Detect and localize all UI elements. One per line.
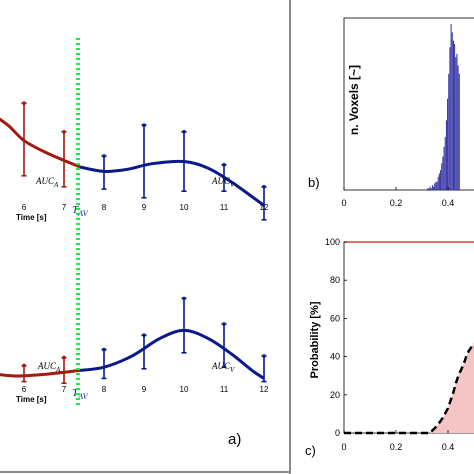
panel-c-probability-chart: 0 20 40 60 80 100 0 0.2 0.4 <box>325 237 474 452</box>
y-tick-label: 40 <box>330 352 340 362</box>
histogram-bar <box>440 170 442 190</box>
x-tick-label: 7 <box>62 203 67 212</box>
auc-label: AUCV <box>211 176 235 189</box>
histogram-bar <box>427 188 429 190</box>
data-point <box>182 130 186 134</box>
data-point <box>182 296 186 301</box>
histogram-bar <box>448 73 450 190</box>
x-tick-label: 10 <box>180 203 189 212</box>
x-tick-label: 8 <box>102 385 107 394</box>
tav-label: TAV <box>72 387 89 401</box>
histogram-bar <box>433 186 435 190</box>
data-point <box>142 123 146 127</box>
auc-label: AUCV <box>211 361 235 374</box>
panel-b-label: b) <box>308 175 320 190</box>
x-tick-label: 7 <box>62 385 67 394</box>
y-tick-label: 60 <box>330 313 340 323</box>
x-tick-label: 8 <box>102 203 107 212</box>
auc-label: AUCA <box>35 176 59 189</box>
data-point <box>22 363 26 368</box>
y-tick-label: 80 <box>330 275 340 285</box>
histogram-bar <box>449 47 451 190</box>
data-point <box>62 130 66 134</box>
x-tick-label: 6 <box>22 203 27 212</box>
x-tick-label: 0 <box>341 442 346 452</box>
histogram-bar <box>452 40 454 190</box>
x-tick-label: 0 <box>341 198 346 208</box>
panel-c-label: c) <box>305 443 316 458</box>
data-point <box>222 163 226 167</box>
series-line-auc_v <box>79 159 265 207</box>
auc-label: AUCA <box>37 361 61 374</box>
x-tick-label: 10 <box>180 385 189 394</box>
series-line-auc_v <box>79 328 265 380</box>
x-tick-label: 0.2 <box>390 198 403 208</box>
x-tick-label: 0.4 <box>442 198 455 208</box>
x-axis-label: Time [s] <box>16 213 47 222</box>
x-tick-label: 12 <box>260 203 269 212</box>
x-tick-label: 12 <box>260 385 269 394</box>
x-tick-label: 6 <box>22 385 27 394</box>
x-axis-label: Time [s] <box>16 395 47 404</box>
x-tick-label: 9 <box>142 385 147 394</box>
x-tick-label: 11 <box>220 203 229 212</box>
panel-c: 0 20 40 60 80 100 0 0.2 0.4 Probability [%] c) <box>305 237 474 458</box>
tav-label: TAV <box>72 204 89 218</box>
y-tick-label: 0 <box>335 428 340 438</box>
histogram-bar <box>443 146 445 190</box>
histogram-bar <box>444 136 446 190</box>
histogram-bar <box>454 43 456 190</box>
histogram-bar <box>429 186 431 190</box>
data-point <box>62 355 66 360</box>
histogram-bar <box>436 181 438 190</box>
data-point <box>102 154 106 158</box>
data-point <box>22 101 26 105</box>
histogram-bar <box>457 65 459 190</box>
histogram-bar <box>430 188 432 190</box>
histogram-bar <box>445 120 447 190</box>
histogram-bar <box>456 53 458 190</box>
histogram-bar <box>458 73 460 190</box>
panel-a-top-chart: 6 7 8 9 10 11 12 Time [s] AUCA AUCV TAV TAV <box>0 101 269 401</box>
x-tick-label: 11 <box>220 385 229 394</box>
histogram-bar <box>437 176 439 190</box>
panel-a-label: a) <box>228 431 241 448</box>
histogram-bar <box>442 156 444 190</box>
series-line-auc_a <box>0 117 81 169</box>
panel-c-ylabel: Probability [%] <box>309 301 321 378</box>
panel-a-bottom-chart: 6 7 8 9 10 11 12 Time [s] AUCA AUCV <box>0 296 269 404</box>
data-point <box>222 322 226 326</box>
panel-b: 0 0.2 0.4 n. Voxels [~] b) <box>308 17 474 208</box>
histogram-bar <box>451 32 453 190</box>
histogram-bar <box>450 24 452 190</box>
y-tick-label: 100 <box>325 237 340 247</box>
histogram-bar <box>428 188 430 190</box>
x-tick-label: 0.2 <box>390 442 403 452</box>
histogram-bar <box>455 57 457 191</box>
x-tick-label: 9 <box>142 203 147 212</box>
probability-line <box>344 342 474 435</box>
panel-b-ylabel: n. Voxels [~] <box>347 65 361 135</box>
y-tick-label: 20 <box>330 390 340 400</box>
histogram-bar <box>441 163 443 190</box>
histogram-bar <box>438 173 440 190</box>
data-point <box>142 333 146 338</box>
data-point <box>262 185 266 189</box>
probability-area <box>344 343 474 433</box>
histogram-bar <box>447 98 449 190</box>
data-point <box>102 347 106 352</box>
x-tick-label: 0.4 <box>442 442 455 452</box>
series-line-auc_a <box>0 368 81 378</box>
panel-b-histogram: 0 0.2 0.4 <box>341 17 474 208</box>
histogram-bar <box>435 181 437 190</box>
panel-a: 6 7 8 9 10 11 12 Time [s] AUCA AUCV TAV TAV 6 7 8 9 10 1… <box>0 0 291 474</box>
histogram-bar <box>434 183 436 190</box>
data-point <box>262 354 266 358</box>
histogram-bar <box>431 185 433 190</box>
